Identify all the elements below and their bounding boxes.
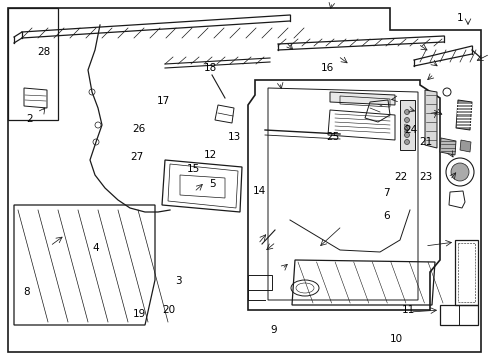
Text: 13: 13 [227,132,241,142]
Text: 25: 25 [325,132,339,142]
Text: 2: 2 [26,114,33,124]
Polygon shape [439,138,455,155]
Circle shape [450,163,468,181]
Text: 6: 6 [382,211,389,221]
Text: 3: 3 [175,276,182,286]
Text: 10: 10 [389,334,402,344]
Polygon shape [424,90,436,148]
Text: 14: 14 [252,186,265,196]
Polygon shape [459,140,470,152]
Circle shape [404,139,408,144]
Text: 22: 22 [393,172,407,182]
Text: 4: 4 [92,243,99,253]
Text: 16: 16 [320,63,334,73]
Text: 23: 23 [418,172,431,182]
Circle shape [404,109,408,114]
Text: 20: 20 [162,305,175,315]
Text: 19: 19 [132,309,146,319]
Text: 1: 1 [455,13,462,23]
Polygon shape [329,92,394,105]
Polygon shape [399,100,414,150]
Text: 21: 21 [418,137,431,147]
Text: 8: 8 [23,287,30,297]
Text: 5: 5 [209,179,216,189]
Circle shape [404,132,408,138]
Text: 24: 24 [403,125,417,135]
Text: 26: 26 [132,124,146,134]
Text: 11: 11 [401,305,414,315]
Text: 28: 28 [37,47,51,57]
Circle shape [404,117,408,122]
Text: 560: 560 [404,122,408,132]
Text: 15: 15 [186,164,200,174]
Text: 18: 18 [203,63,217,73]
Text: 9: 9 [270,325,277,336]
Polygon shape [455,100,471,130]
Text: 7: 7 [382,188,389,198]
Text: 17: 17 [157,96,170,106]
Text: 12: 12 [203,150,217,160]
Circle shape [404,126,408,130]
Text: 27: 27 [130,152,143,162]
